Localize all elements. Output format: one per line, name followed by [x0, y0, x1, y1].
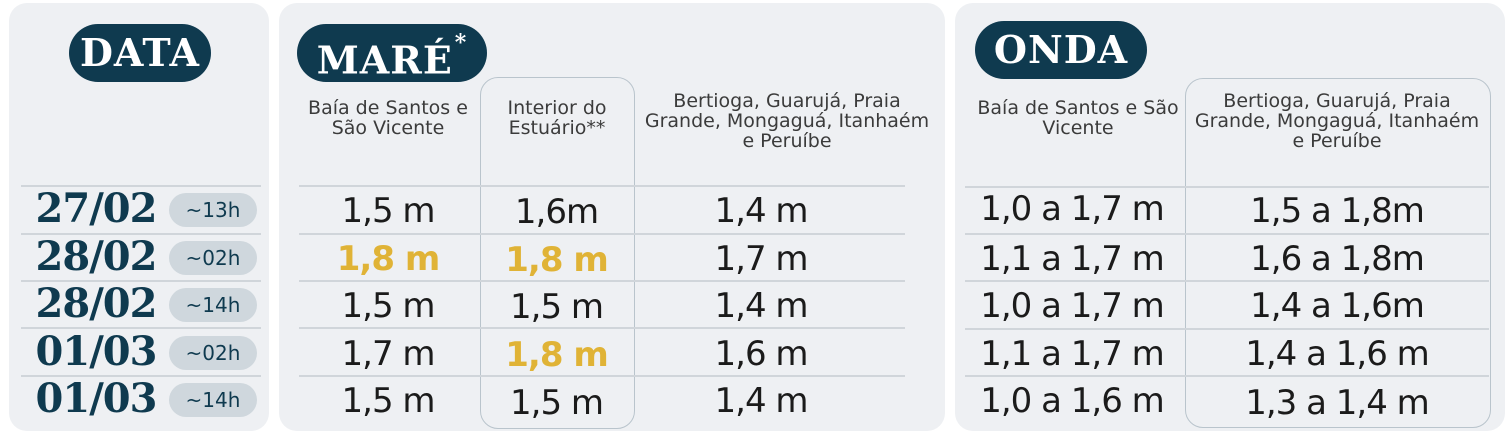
mare-title: MARÉ*: [297, 24, 487, 83]
column-header-estuario: Interior do Estuário**: [507, 97, 607, 139]
onda-title: ONDA: [975, 21, 1147, 79]
row-divider: [965, 233, 1489, 235]
data-title: DATA: [69, 24, 211, 82]
mare-cell: 1,5 m: [510, 383, 604, 423]
onda-cell: 1,5 a 1,8m: [1250, 191, 1425, 231]
date-label: 28/02: [35, 233, 158, 280]
mare-panel: MARÉ* Baía de Santos e São Vicente Inter…: [279, 3, 945, 431]
time-badge: ~14h: [169, 383, 257, 417]
column-header-litoral: Bertioga, Guarujá, Praia Grande, Mongagu…: [1194, 90, 1480, 152]
time-badge: ~02h: [169, 336, 257, 370]
mare-title-mark: *: [454, 30, 468, 56]
row-divider: [299, 185, 905, 187]
litoral-column-outline: [1185, 78, 1491, 428]
column-header-litoral: Bertioga, Guarujá, Praia Grande, Mongagu…: [644, 90, 930, 152]
mare-cell: 1,4 m: [714, 381, 809, 421]
row-divider: [21, 375, 261, 377]
mare-cell: 1,7 m: [341, 334, 436, 374]
mare-cell: 1,5 m: [341, 191, 436, 231]
row-divider: [299, 375, 905, 377]
mare-title-text: MARÉ: [316, 37, 453, 83]
mare-cell: 1,4 m: [714, 286, 809, 326]
row-divider: [21, 280, 261, 282]
mare-cell-highlight: 1,8 m: [336, 239, 441, 279]
row-divider: [299, 233, 905, 235]
mare-cell-highlight: 1,8 m: [505, 335, 609, 375]
row-divider: [965, 375, 1489, 377]
row-divider: [299, 327, 905, 329]
estuario-column-outline: [480, 77, 635, 429]
date-label: 01/03: [35, 328, 158, 375]
mare-cell: 1,4 m: [714, 191, 809, 231]
mare-cell: 1,5 m: [341, 381, 436, 421]
onda-cell: 1,3 a 1,4 m: [1245, 383, 1430, 423]
mare-cell: 1,7 m: [714, 239, 809, 279]
onda-cell: 1,0 a 1,6 m: [980, 381, 1165, 421]
time-badge: ~14h: [169, 288, 257, 322]
onda-panel: ONDA Baía de Santos e São Vicente Bertio…: [955, 3, 1505, 431]
onda-cell: 1,4 a 1,6 m: [1245, 334, 1430, 374]
date-label: 28/02: [35, 280, 158, 327]
date-label: 01/03: [35, 375, 158, 422]
mare-cell-highlight: 1,8 m: [505, 240, 609, 280]
mare-cell: 1,6m: [514, 192, 599, 232]
row-divider: [21, 233, 261, 235]
row-divider: [299, 280, 905, 282]
time-badge: ~13h: [169, 193, 257, 227]
row-divider: [965, 280, 1489, 282]
row-divider: [21, 327, 261, 329]
row-divider: [965, 328, 1489, 330]
onda-cell: 1,0 a 1,7 m: [980, 189, 1165, 229]
mare-cell: 1,5 m: [341, 286, 436, 326]
row-divider: [21, 185, 261, 187]
row-divider: [965, 186, 1489, 188]
mare-cell: 1,6 m: [714, 334, 809, 374]
onda-cell: 1,0 a 1,7 m: [980, 286, 1165, 326]
onda-cell: 1,1 a 1,7 m: [980, 334, 1165, 374]
mare-cell: 1,5 m: [510, 287, 604, 327]
column-header-baia: Baía de Santos e São Vicente: [977, 97, 1179, 139]
onda-cell: 1,4 a 1,6m: [1250, 286, 1425, 326]
column-header-baia: Baía de Santos e São Vicente: [308, 97, 468, 139]
data-panel: DATA 27/02 ~13h 28/02 ~02h 28/02 ~14h 01…: [9, 3, 269, 431]
onda-cell: 1,1 a 1,7 m: [980, 239, 1165, 279]
onda-cell: 1,6 a 1,8m: [1250, 239, 1425, 279]
time-badge: ~02h: [169, 241, 257, 275]
date-label: 27/02: [35, 185, 158, 232]
